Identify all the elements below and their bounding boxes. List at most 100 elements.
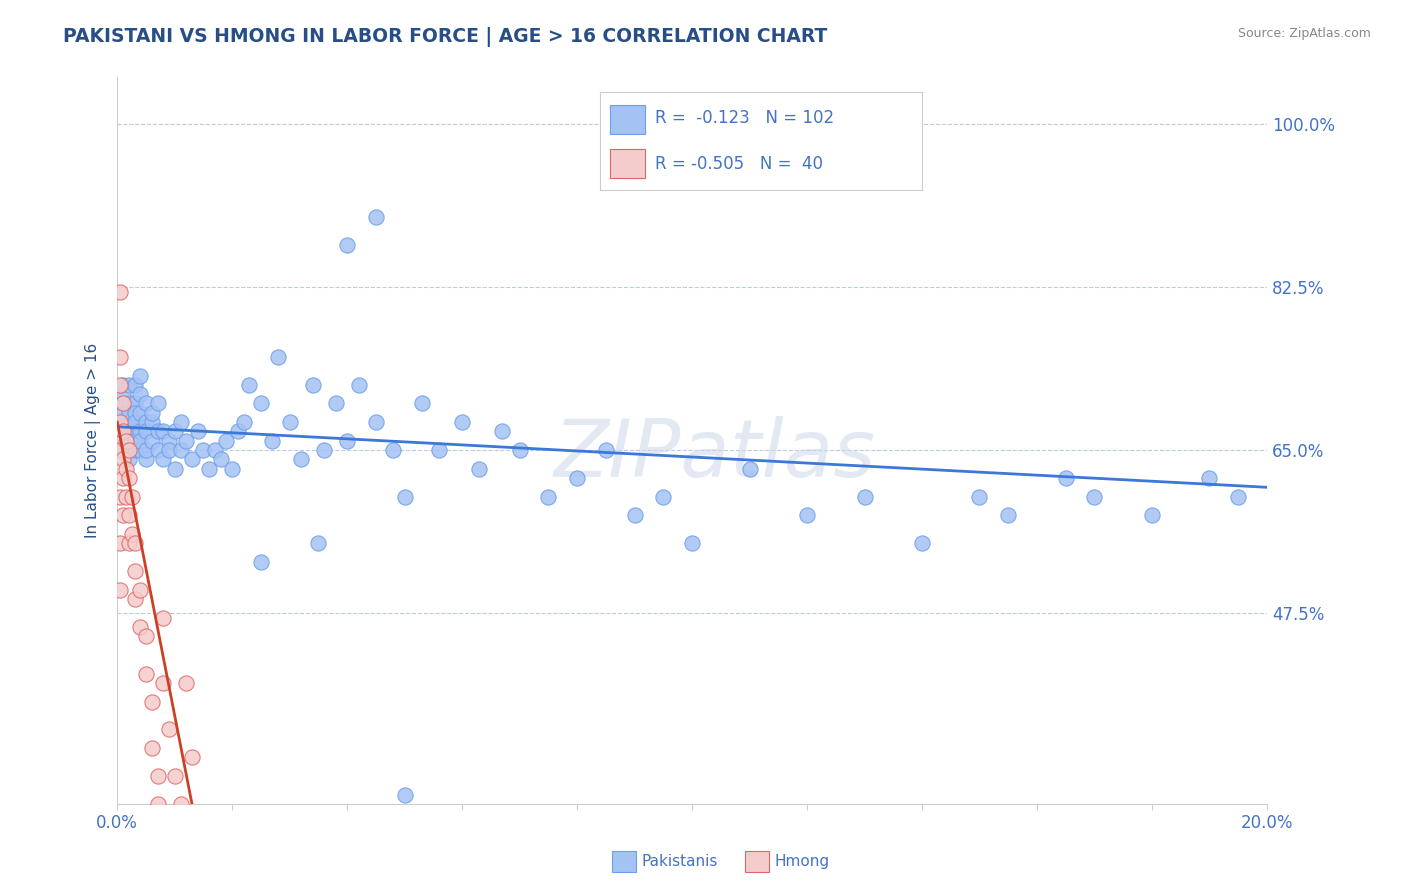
Point (108, 377, 131, 392)
Point (118, 415, 141, 429)
Point (111, 508, 134, 523)
Text: ZIPatlas: ZIPatlas (554, 417, 876, 494)
Point (118, 434, 141, 448)
Point (157, 434, 180, 448)
Point (152, 610, 174, 624)
Point (169, 797, 191, 811)
Point (250, 555, 273, 569)
Point (108, 443, 131, 458)
Point (129, 406, 152, 420)
Point (262, 434, 284, 448)
Point (314, 443, 336, 458)
Point (108, 350, 131, 364)
Point (124, 406, 146, 420)
Point (1083, 490, 1105, 504)
Point (382, 443, 405, 458)
Point (394, 788, 416, 802)
Point (124, 425, 146, 439)
Point (135, 396, 157, 410)
Point (193, 443, 215, 458)
Point (364, 415, 387, 429)
Point (111, 396, 134, 410)
Point (157, 443, 180, 458)
Point (681, 536, 703, 550)
Point (181, 452, 204, 467)
Point (853, 490, 876, 504)
Point (124, 396, 146, 410)
Point (135, 666, 157, 681)
Point (169, 415, 191, 429)
Point (187, 425, 209, 439)
Point (468, 461, 491, 475)
Point (111, 377, 134, 392)
Point (1054, 471, 1077, 485)
Point (226, 425, 249, 439)
Point (108, 582, 131, 597)
Point (141, 694, 163, 708)
Point (146, 425, 169, 439)
Point (307, 536, 329, 550)
Point (129, 443, 152, 458)
Point (565, 471, 588, 485)
Point (135, 452, 157, 467)
Point (135, 425, 157, 439)
Point (111, 387, 134, 401)
Point (336, 434, 359, 448)
Point (152, 676, 174, 690)
Point (118, 425, 141, 439)
Point (146, 769, 169, 783)
Point (124, 536, 146, 550)
Point (141, 415, 163, 429)
Point (215, 434, 238, 448)
Point (135, 415, 157, 429)
Point (652, 490, 675, 504)
Point (146, 396, 169, 410)
Point (108, 415, 131, 429)
Point (115, 461, 138, 475)
Point (118, 396, 141, 410)
Text: Hmong: Hmong (775, 855, 830, 869)
Point (232, 415, 254, 429)
Point (124, 434, 146, 448)
Point (111, 415, 134, 429)
Point (124, 377, 146, 392)
Point (111, 471, 134, 485)
Point (118, 508, 141, 523)
Point (290, 452, 312, 467)
Point (278, 415, 301, 429)
Point (129, 620, 152, 634)
Point (118, 377, 141, 392)
Point (108, 285, 131, 299)
Point (301, 377, 323, 392)
Point (111, 425, 134, 439)
Point (129, 434, 152, 448)
Point (111, 452, 134, 467)
Point (911, 536, 934, 550)
Point (118, 452, 141, 467)
Point (1140, 508, 1163, 523)
Point (238, 377, 260, 392)
Point (198, 461, 221, 475)
Y-axis label: In Labor Force | Age > 16: In Labor Force | Age > 16 (86, 343, 101, 539)
Point (129, 387, 152, 401)
Point (129, 425, 152, 439)
Point (118, 536, 141, 550)
Text: Source: ZipAtlas.com: Source: ZipAtlas.com (1237, 27, 1371, 40)
Point (509, 443, 531, 458)
Point (124, 564, 146, 578)
Point (325, 396, 347, 410)
Point (623, 508, 645, 523)
Point (124, 443, 146, 458)
Point (152, 425, 174, 439)
Point (427, 443, 450, 458)
Point (997, 508, 1019, 523)
Text: Pakistanis: Pakistanis (641, 855, 717, 869)
Point (108, 490, 131, 504)
Point (157, 723, 180, 737)
Point (118, 406, 141, 420)
Point (135, 443, 157, 458)
Point (115, 434, 138, 448)
Point (111, 406, 134, 420)
Point (169, 443, 191, 458)
Point (267, 350, 290, 364)
